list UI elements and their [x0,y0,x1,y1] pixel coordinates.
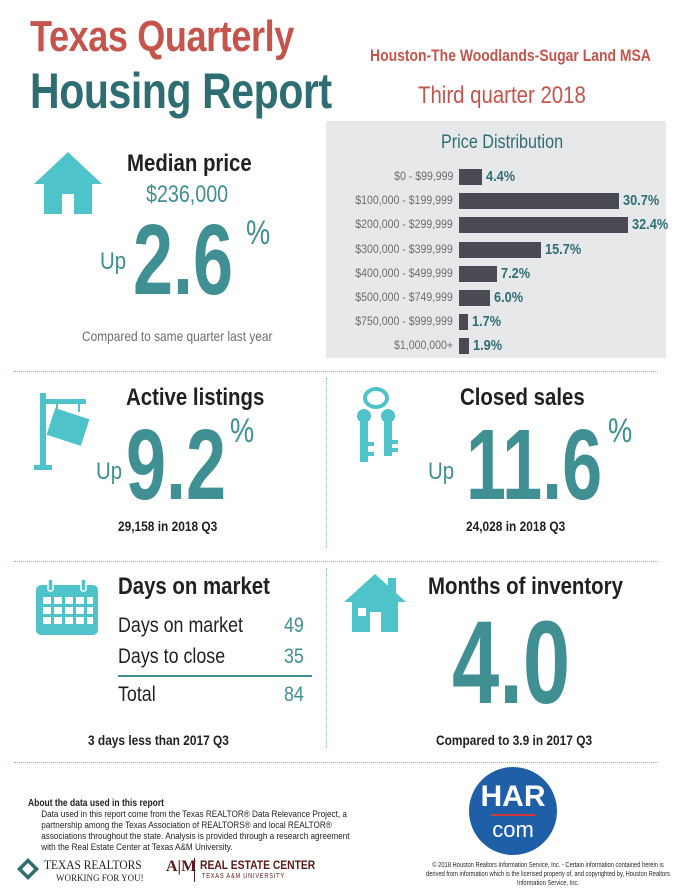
price-range-label: $300,000 - $399,999 [355,241,453,256]
price-range-label: $100,000 - $199,999 [355,193,453,208]
price-range-bar [459,290,491,306]
real-estate-center-subtitle: TEXAS A&M UNIVERSITY [202,873,285,880]
about-title: About the data used in this report [28,798,165,809]
real-estate-center-logo: A|M REAL ESTATE CENTER TEXAS A&M UNIVERS… [166,858,326,886]
days-on-market-row-label: Days on market [118,614,244,637]
texas-realtors-name: TEXAS REALTORS [44,857,142,872]
price-range-label: $500,000 - $749,999 [355,290,453,304]
total-rule [118,675,312,677]
house-inventory-icon [344,574,406,632]
price-range-bar [459,169,482,185]
price-range-label: $1,000,000+ [393,338,453,353]
days-on-market-row-value: 49 [284,614,304,637]
har-logo-top: HAR [480,780,546,813]
har-logo-rule [491,814,535,816]
price-range-bar [459,217,628,234]
median-price-heading: Median price [127,150,252,177]
price-range-value: 1.7% [471,313,501,331]
price-range-label: $0 - $99,999 [393,169,453,183]
house-icon [34,152,102,214]
closed-sales-unit: % [608,412,633,450]
price-range-value: 1.9% [472,337,502,355]
active-listings-direction: Up [96,458,123,485]
atm-mark: A|M [166,858,197,875]
divider-top [14,371,658,372]
active-listings-heading: Active listings [126,384,265,411]
msa-name: Houston-The Woodlands-Sugar Land MSA [370,46,651,65]
divider-bottom [14,762,658,763]
har-logo: HAR com [469,767,557,855]
total-value: 84 [284,683,304,706]
price-range-bar [459,338,469,355]
price-range-value: 32.4% [632,216,669,234]
days-to-close-row-label: Days to close [118,645,226,668]
price-range-bar [459,241,541,258]
months-of-inventory-value: 4.0 [452,597,571,729]
days-to-close-row-value: 35 [284,645,304,668]
about-text: Data used in this report come from the T… [41,809,350,853]
active-listings-change: 9.2 [126,409,227,521]
price-range-label: $400,000 - $499,999 [355,265,453,280]
price-range-bar [459,193,620,210]
price-range-value: 4.4% [485,168,516,185]
median-price-unit: % [246,214,271,252]
copyright-notice: © 2018 Houston Realtors Information Serv… [426,862,670,887]
report-title-line1: Texas Quarterly [30,12,294,61]
report-title-line2: Housing Report [30,63,332,119]
texas-realtors-tagline: WORKING FOR YOU! [56,873,144,883]
real-estate-center-name: REAL ESTATE CENTER [200,858,316,872]
price-range-bar [459,314,468,331]
divider-middle-lower [326,568,327,748]
divider-middle-upper [326,378,327,548]
median-price-direction: Up [100,248,127,275]
keys-icon [357,387,398,462]
total-label: Total [118,683,156,706]
price-range-bar [459,265,497,282]
closed-sales-change: 11.6 [466,409,603,521]
logo-divider [194,858,195,882]
median-price-change: 2.6 [133,204,234,316]
price-distribution-panel [326,121,666,358]
median-price-value: $236,000 [146,181,229,208]
price-range-label: $750,000 - $999,999 [355,314,453,329]
price-range-value: 7.2% [500,264,530,282]
price-range-value: 6.0% [494,289,524,306]
months-of-inventory-heading: Months of inventory [428,573,623,600]
price-range-value: 15.7% [544,240,582,258]
report-quarter: Third quarter 2018 [418,82,586,109]
for-sale-sign-icon [34,393,90,470]
active-listings-detail: 29,158 in 2018 Q3 [118,518,218,534]
months-of-inventory-comparison: Compared to 3.9 in 2017 Q3 [436,732,593,748]
active-listings-unit: % [230,412,255,450]
price-range-label: $200,000 - $299,999 [355,217,453,232]
texas-realtors-mark-icon [17,858,39,880]
calendar-icon [36,578,98,635]
days-on-market-comparison: 3 days less than 2017 Q3 [88,732,229,748]
divider-middle [14,561,658,562]
closed-sales-direction: Up [428,458,455,485]
price-distribution-title: Price Distribution [441,132,564,153]
closed-sales-heading: Closed sales [460,384,585,411]
price-range-value: 30.7% [623,192,660,210]
har-logo-bottom: com [492,817,534,842]
days-on-market-heading: Days on market [118,573,270,600]
texas-realtors-logo: TEXAS REALTORS WORKING FOR YOU! [16,857,146,885]
closed-sales-detail: 24,028 in 2018 Q3 [466,518,566,534]
median-price-comparison: Compared to same quarter last year [82,328,273,344]
